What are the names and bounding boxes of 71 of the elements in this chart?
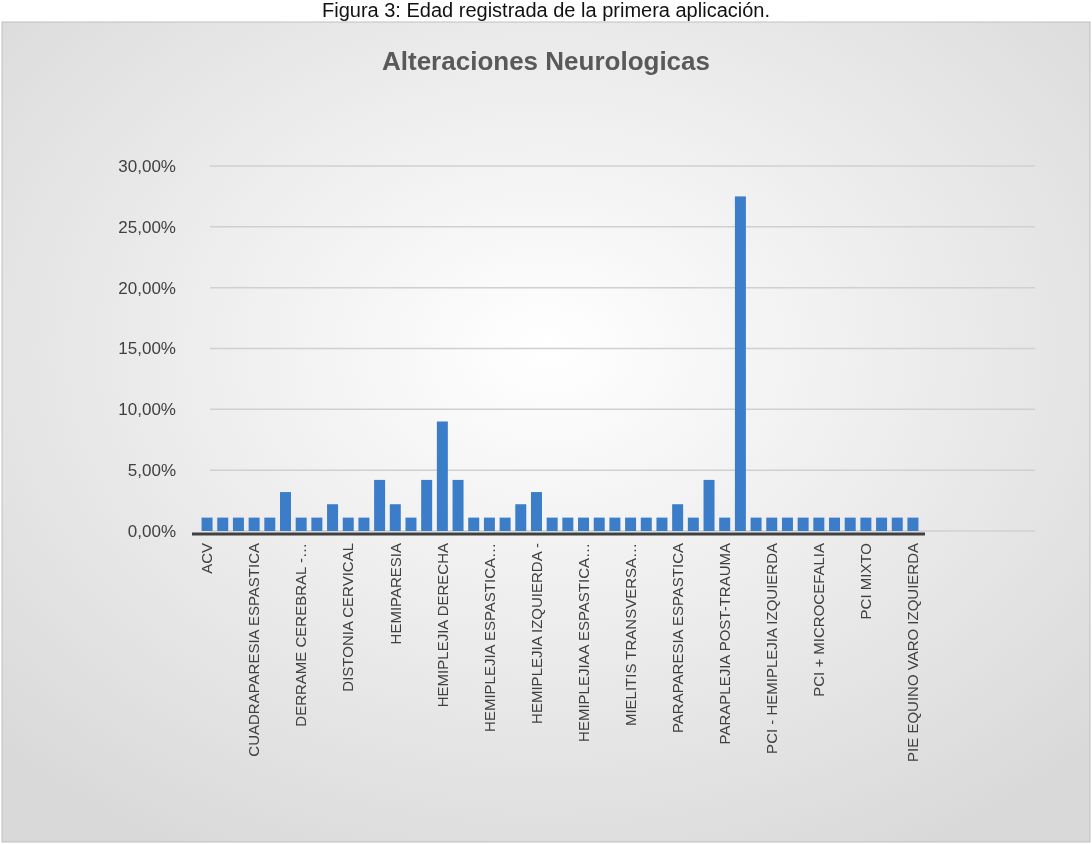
bar	[781, 517, 793, 531]
bar	[436, 421, 448, 531]
bar	[358, 517, 370, 531]
bar	[374, 479, 386, 531]
x-tick-label: CUADRAPARESIA ESPASTICA	[245, 543, 263, 757]
x-tick-label: HEMIPARESIA	[386, 543, 404, 645]
bar	[750, 517, 762, 531]
bar	[891, 517, 903, 531]
y-tick-label: 25,00%	[118, 217, 176, 237]
bar	[734, 196, 746, 531]
bar	[327, 504, 339, 531]
x-tick-label: ACV	[198, 543, 216, 574]
bar	[687, 517, 699, 531]
bar	[640, 517, 652, 531]
x-tick-label: PIE EQUINO VARO IZQUIERDA	[904, 543, 922, 762]
bar	[342, 517, 354, 531]
bar	[907, 517, 919, 531]
x-tick-label: DISTONIA CERVICAL	[339, 543, 357, 692]
bar	[452, 479, 464, 531]
bar	[829, 517, 840, 531]
x-tick-label: PARAPARESIA ESPASTICA	[668, 543, 686, 734]
bar	[719, 517, 731, 531]
bar	[201, 517, 213, 531]
bar	[280, 492, 291, 531]
x-tick-label: PCI + MICROCEFALIA	[810, 543, 828, 697]
bar	[232, 517, 244, 531]
bar	[530, 492, 542, 531]
bar	[248, 517, 260, 531]
bar	[295, 517, 307, 531]
x-tick-label: HEMIPLEJIA ESPASTICA…	[480, 543, 498, 732]
bar	[876, 517, 888, 531]
bar	[672, 504, 684, 531]
x-tick-label: PARAPLEJIA POST-TRAUMA	[715, 543, 733, 745]
bar	[766, 517, 778, 531]
y-tick-label: 10,00%	[118, 400, 176, 420]
text: Figura 3: Edad registrada de la primera aplicación.	[321, 0, 771, 21]
x-tick-label: HEMIPLEJIAA ESPASTICA…	[574, 543, 592, 742]
y-tick-label: 5,00%	[127, 461, 176, 481]
bar	[625, 517, 637, 531]
x-tick-label: HEMIPLEJIA IZQUIERDA -	[527, 543, 545, 724]
bar	[656, 517, 668, 531]
x-tick-label: PCI MIXTO	[857, 543, 875, 620]
bar	[578, 517, 590, 531]
bar	[217, 517, 229, 531]
bar	[813, 517, 825, 531]
bar	[483, 517, 495, 531]
x-tick-label: DERRAME CEREBRAL -…	[292, 543, 310, 727]
bar	[405, 517, 417, 531]
bar	[468, 517, 480, 531]
y-tick-label: 15,00%	[118, 339, 176, 359]
bar	[562, 517, 574, 531]
x-tick-label: MIELITIS TRANSVERSA…	[621, 543, 639, 727]
bar	[860, 517, 872, 531]
bar	[703, 479, 715, 531]
bar	[593, 517, 605, 531]
y-tick-label: 30,00%	[118, 156, 176, 176]
y-tick-label: 0,00%	[127, 521, 176, 541]
bar	[797, 517, 809, 531]
chart-title: Alteraciones Neurologicas	[382, 46, 710, 76]
y-tick-label: 20,00%	[118, 278, 176, 298]
bar	[389, 504, 401, 531]
bar	[609, 517, 621, 531]
x-tick-label: HEMIPLEJIA DERECHA	[433, 543, 451, 708]
bar	[499, 517, 511, 531]
bar	[546, 517, 558, 531]
bar	[311, 517, 323, 531]
bar	[264, 517, 276, 531]
bar	[515, 504, 527, 531]
x-tick-label: PCI - HEMIPLEJIA IZQUIERDA	[763, 543, 781, 754]
bar	[421, 479, 433, 531]
bar	[844, 517, 856, 531]
